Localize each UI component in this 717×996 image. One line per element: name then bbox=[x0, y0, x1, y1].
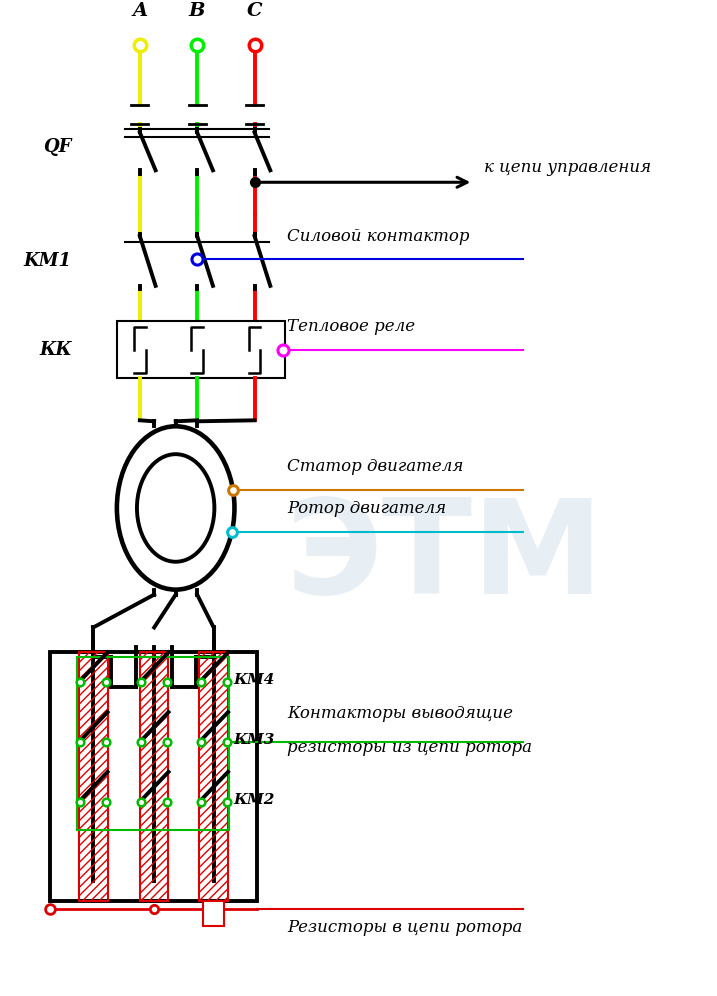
Text: КК: КК bbox=[39, 341, 72, 359]
Text: Контакторы выводящие: Контакторы выводящие bbox=[287, 705, 513, 722]
Text: Резисторы в цепи ротора: Резисторы в цепи ротора bbox=[287, 919, 522, 936]
Text: ЭТМ: ЭТМ bbox=[285, 494, 604, 622]
Bar bbox=[77, 657, 229, 830]
Text: Ротор двигателя: Ротор двигателя bbox=[287, 500, 446, 517]
Text: КМ2: КМ2 bbox=[233, 793, 275, 807]
Circle shape bbox=[117, 426, 234, 590]
Text: KM1: KM1 bbox=[24, 252, 72, 271]
Text: Тепловое реле: Тепловое реле bbox=[287, 318, 415, 335]
Circle shape bbox=[137, 454, 214, 562]
Bar bbox=[199, 652, 228, 901]
Bar bbox=[203, 901, 224, 926]
Bar bbox=[140, 652, 168, 901]
Text: Силовой контактор: Силовой контактор bbox=[287, 227, 470, 244]
Text: КМ4: КМ4 bbox=[233, 673, 275, 687]
Text: A: A bbox=[132, 2, 148, 20]
Bar bbox=[79, 652, 108, 901]
Bar bbox=[117, 321, 285, 378]
Text: Статор двигателя: Статор двигателя bbox=[287, 458, 463, 475]
Text: C: C bbox=[247, 2, 262, 20]
Text: к цепи управления: к цепи управления bbox=[484, 159, 651, 176]
Text: резисторы из цепи ротора: резисторы из цепи ротора bbox=[287, 739, 532, 756]
Text: КМ3: КМ3 bbox=[233, 733, 275, 747]
Bar bbox=[50, 652, 257, 901]
Text: B: B bbox=[189, 2, 206, 20]
Text: QF: QF bbox=[43, 137, 72, 156]
